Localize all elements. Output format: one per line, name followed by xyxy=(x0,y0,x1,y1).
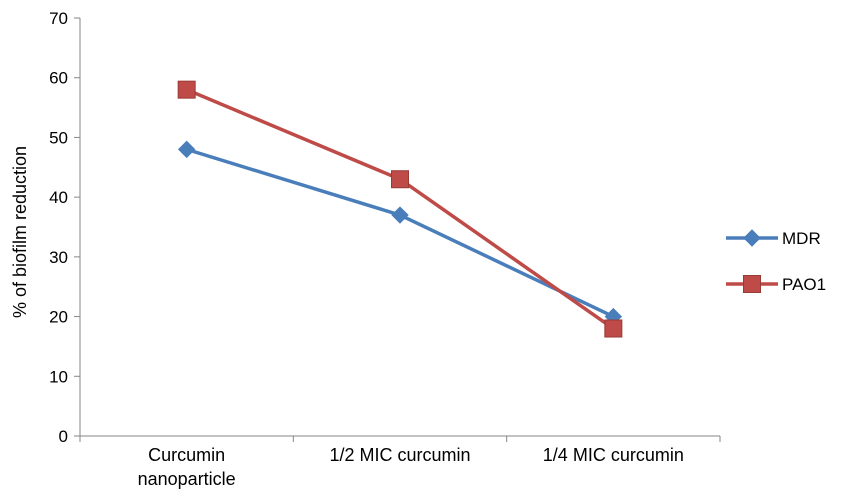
y-tick-label: 70 xyxy=(49,9,68,28)
legend-swatch-marker xyxy=(743,229,761,247)
data-point-pao1 xyxy=(391,170,409,189)
y-axis-title: % of biofilm reduction xyxy=(10,146,30,318)
x-category-label: 1/4 MIC curcumin xyxy=(543,445,684,465)
y-ticks: 0 10 20 30 40 50 60 70 xyxy=(49,9,80,446)
legend: MDR PAO1 xyxy=(726,229,826,294)
legend-swatch-marker xyxy=(743,275,761,293)
y-tick-label: 40 xyxy=(49,188,68,207)
data-point-mdr xyxy=(391,206,409,224)
legend-item-pao1: PAO1 xyxy=(726,275,826,294)
data-point-mdr xyxy=(177,140,196,159)
series-pao1 xyxy=(177,80,623,338)
data-point-pao1 xyxy=(604,319,623,338)
x-categories: Curcumin nanoparticle 1/2 MIC curcumin 1/4 … xyxy=(79,436,721,489)
y-tick-label: 0 xyxy=(59,427,68,446)
y-tick-label: 10 xyxy=(49,367,68,386)
series-mdr xyxy=(177,140,623,326)
legend-item-mdr: MDR xyxy=(726,229,821,248)
x-category-label: Curcumin nanoparticle xyxy=(138,445,236,489)
y-tick-label: 30 xyxy=(49,248,68,267)
series-group xyxy=(177,80,623,338)
y-tick-label: 20 xyxy=(49,308,68,327)
axes xyxy=(79,18,720,437)
x-category-label: 1/2 MIC curcumin xyxy=(329,445,470,465)
y-tick-label: 50 xyxy=(49,128,68,147)
legend-label: MDR xyxy=(782,229,821,248)
y-tick-label: 60 xyxy=(49,69,68,88)
data-point-pao1 xyxy=(177,80,196,99)
legend-label: PAO1 xyxy=(782,275,826,294)
